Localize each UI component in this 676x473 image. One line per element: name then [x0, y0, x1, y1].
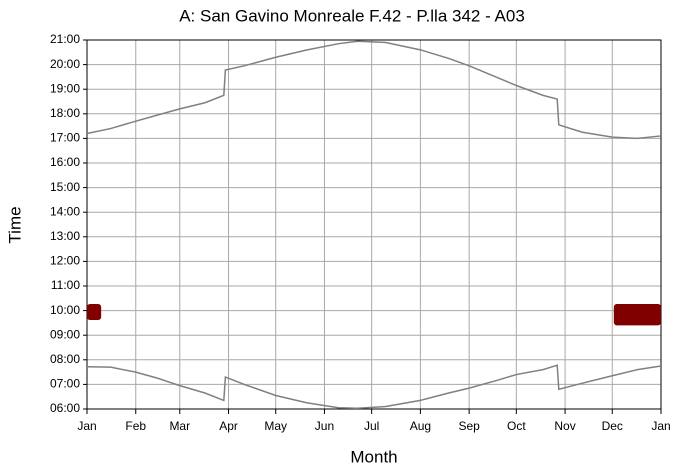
- y-tick-label: 11:00: [51, 278, 80, 292]
- y-tick-label: 21:00: [50, 32, 80, 46]
- x-tick-label: Jun: [315, 419, 334, 433]
- x-tick-label: Dec: [602, 419, 623, 433]
- y-tick-label: 09:00: [50, 327, 80, 341]
- x-tick-label: Oct: [507, 419, 526, 433]
- y-tick-label: 18:00: [50, 106, 80, 120]
- x-tick-label: Mar: [169, 419, 190, 433]
- x-tick-label: Sep: [458, 419, 480, 433]
- y-tick-label: 16:00: [50, 155, 80, 169]
- y-tick-label: 08:00: [50, 352, 80, 366]
- y-tick-label: 19:00: [50, 81, 80, 95]
- shadow-region: [613, 303, 661, 326]
- y-tick-label: 12:00: [50, 254, 80, 268]
- y-tick-label: 15:00: [50, 180, 80, 194]
- y-tick-label: 17:00: [50, 131, 80, 145]
- chart-title: A: San Gavino Monreale F.42 - P.lla 342 …: [179, 6, 525, 25]
- series-line: [86, 40, 662, 140]
- y-tick-label: 07:00: [50, 377, 80, 391]
- y-tick-label: 20:00: [50, 57, 80, 71]
- y-tick-label: 10:00: [50, 303, 80, 317]
- x-tick-label: Jan: [651, 419, 670, 433]
- x-tick-label: Jan: [77, 419, 96, 433]
- y-axis-title: Time: [5, 206, 24, 243]
- y-tick-label: 13:00: [50, 229, 80, 243]
- y-tick-label: 06:00: [50, 401, 80, 415]
- series-line: [86, 364, 662, 410]
- x-tick-label: Nov: [554, 419, 575, 433]
- x-tick-label: Aug: [410, 419, 431, 433]
- plot-frame: [86, 39, 662, 410]
- x-tick-label: May: [264, 419, 287, 433]
- x-tick-label: Feb: [125, 419, 146, 433]
- x-axis-title: Month: [350, 447, 397, 466]
- y-tick-label: 14:00: [50, 204, 80, 218]
- x-tick-label: Jul: [364, 419, 379, 433]
- shadow-region: [87, 303, 102, 320]
- x-tick-label: Apr: [219, 419, 238, 433]
